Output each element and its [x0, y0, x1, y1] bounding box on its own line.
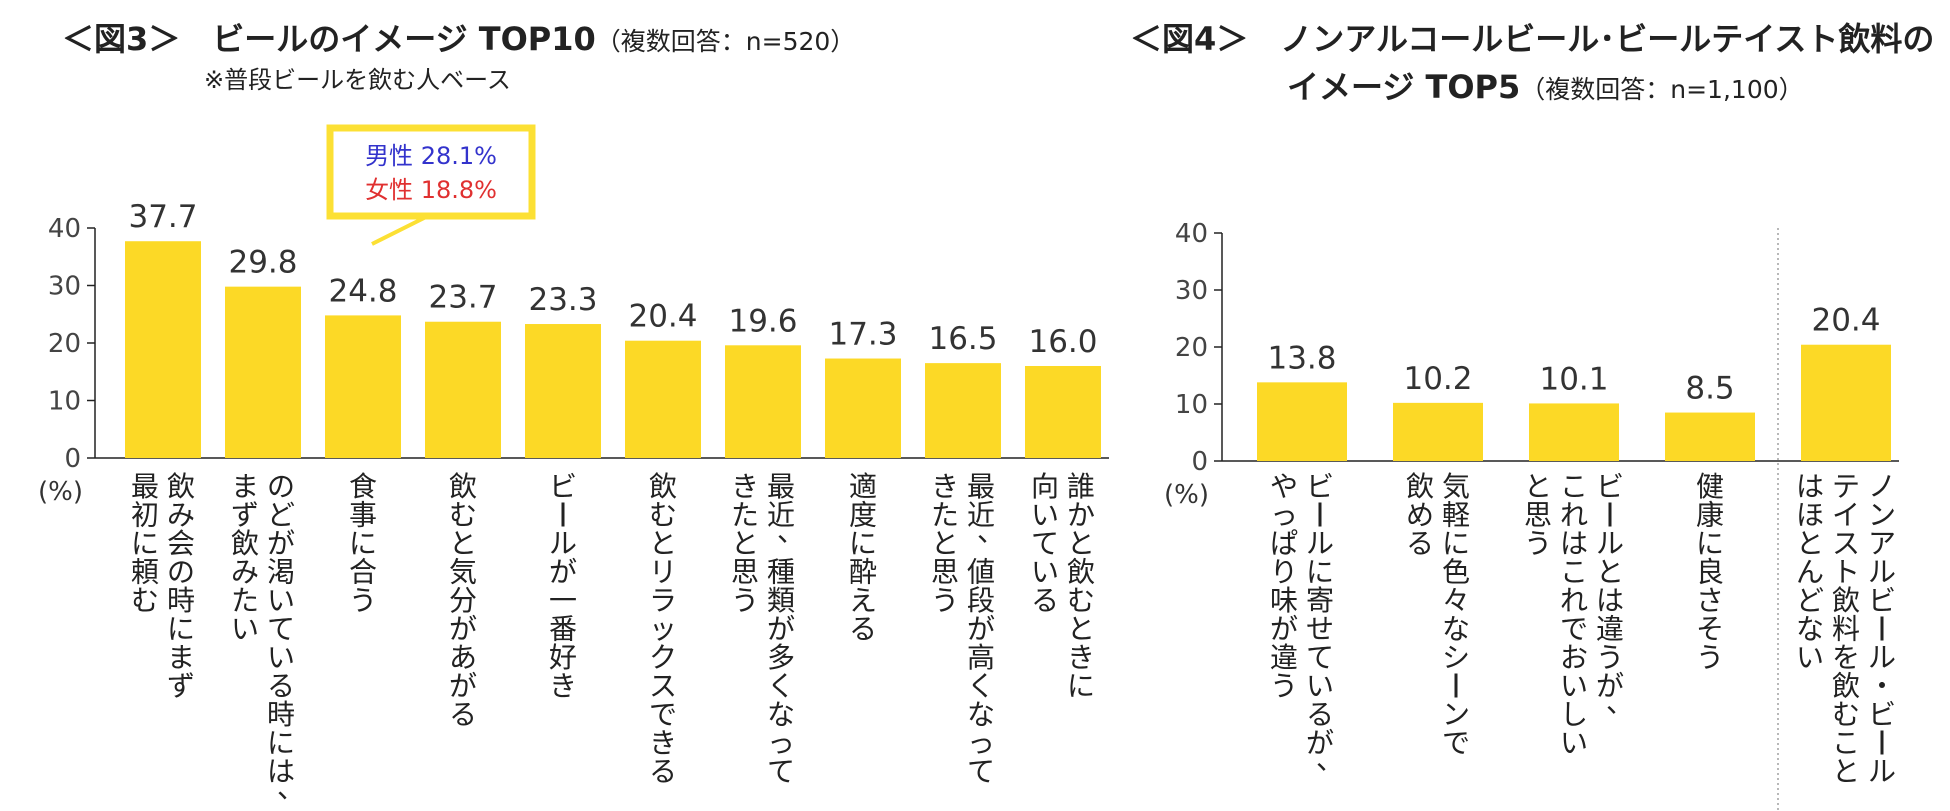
long-vowel-mark — [1318, 502, 1322, 527]
category-label: きたと思う — [931, 470, 959, 617]
category-label: これはこれでおいしい — [1560, 470, 1588, 760]
callout-male-label: 男性 28.1% — [365, 142, 497, 170]
figure4-subtitle: （複数回答：n=1,100） — [1520, 75, 1804, 104]
bar-value-label: 16.5 — [928, 321, 997, 357]
bar — [125, 241, 201, 458]
bar — [1665, 412, 1755, 461]
bar-value-label: 37.7 — [128, 199, 197, 235]
bar — [1025, 366, 1101, 458]
y-tick-label: 40 — [1175, 219, 1208, 249]
long-vowel-mark — [1454, 673, 1458, 698]
y-tick-label: 40 — [48, 214, 81, 244]
bar-value-label: 24.8 — [328, 273, 397, 309]
bar — [1529, 403, 1619, 461]
category-label: 誰かと飲むときに — [1067, 470, 1095, 703]
category-label: ノンアルビル・ビル — [1868, 470, 1896, 788]
category-label: きたと思う — [731, 470, 759, 617]
long-vowel-mark — [1880, 730, 1884, 755]
y-tick-label: 20 — [1175, 333, 1208, 363]
category-label: 飲むとリラックスできる — [649, 470, 677, 788]
category-label: 食事に合う — [349, 470, 377, 617]
bar-value-label: 13.8 — [1267, 340, 1336, 376]
y-tick-label: 10 — [1175, 390, 1208, 420]
bar-value-label: 23.7 — [428, 280, 497, 316]
bar-value-label: 16.0 — [1028, 324, 1097, 360]
bar — [325, 315, 401, 458]
bar — [625, 340, 701, 458]
y-tick-label: 0 — [64, 444, 81, 474]
figure3-title-text: ＜図3＞ ビールのイメージ TOP10 — [62, 20, 596, 58]
bar-value-label: 8.5 — [1685, 371, 1734, 407]
callout-box — [326, 124, 536, 220]
category-label: 飲める — [1406, 470, 1434, 560]
category-label: 最近、種類が多くなって — [767, 470, 805, 788]
category-label: テイスト飲料を飲むこと — [1832, 470, 1860, 788]
category-label: 最近、値段が高くなって — [967, 470, 1005, 788]
category-label: はほとんどない — [1796, 470, 1824, 674]
category-label: ビルに寄せているが、 — [1306, 470, 1344, 776]
bar — [225, 286, 301, 458]
figure4-title-line2-text: イメージ TOP5 — [1287, 68, 1521, 106]
category-label: 健康に良さそう — [1696, 470, 1724, 674]
bar-value-label: 17.3 — [828, 317, 897, 353]
bar — [525, 324, 601, 458]
bar-value-label: 10.1 — [1539, 361, 1608, 397]
bar — [825, 358, 901, 458]
bar-value-label: 19.6 — [728, 303, 797, 339]
bar — [1393, 402, 1483, 461]
bar — [1801, 344, 1891, 461]
y-tick-label: 30 — [48, 272, 81, 302]
category-label: 飲み会の時にまず — [167, 470, 195, 703]
y-tick-label: 0 — [1191, 447, 1208, 477]
bar-value-label: 10.2 — [1403, 361, 1472, 397]
bar-value-label: 20.4 — [1811, 303, 1880, 339]
long-vowel-mark — [1880, 616, 1884, 641]
bar-value-label: 20.4 — [628, 299, 697, 335]
figure4-title-line1: ＜図4＞ ノンアルコールビール･ビールテイスト飲料の — [1130, 20, 1935, 58]
callout-female-label: 女性 18.8% — [365, 176, 497, 204]
bar-value-label: 23.3 — [528, 282, 597, 318]
category-label: まず飲みたい — [231, 470, 259, 646]
y-unit-label: (%) — [1164, 480, 1209, 510]
figure4-chart: 0 10 20 30 40 (%) 13.8 ビルに寄せているが、やっぱり味が違う 10.2 気軽… — [1164, 219, 1899, 811]
bar — [425, 321, 501, 458]
y-tick-label: 10 — [48, 387, 81, 417]
y-tick-label: 30 — [1175, 276, 1208, 306]
category-label: と思う — [1524, 470, 1552, 560]
category-label: やっぱり味が違う — [1270, 470, 1298, 703]
bar-value-label: 29.8 — [228, 245, 297, 281]
figure3-subtitle: （複数回答：n=520） — [595, 27, 856, 56]
figure3-note: ※普段ビールを飲む人ベース — [204, 66, 511, 94]
y-tick-label: 20 — [48, 329, 81, 359]
callout-pointer — [371, 214, 429, 246]
category-label: 最初に頼む — [131, 470, 159, 617]
figure3-title: ＜図3＞ ビールのイメージ TOP10（複数回答：n=520） — [62, 14, 855, 60]
long-vowel-mark — [1608, 502, 1612, 527]
category-label: 適度に酔える — [849, 470, 877, 646]
long-vowel-mark — [561, 502, 565, 527]
category-label: 気軽に色々なシンで — [1442, 470, 1470, 760]
bar — [725, 345, 801, 458]
category-label: ビルが一番好き — [549, 470, 577, 703]
bar — [925, 363, 1001, 458]
y-unit-label: (%) — [38, 477, 83, 507]
category-label: 向いている — [1031, 470, 1059, 617]
figure4-title-line2: イメージ TOP5（複数回答：n=1,100） — [1287, 62, 1804, 108]
category-label: のどが渇いている時には、 — [267, 470, 305, 805]
category-label: 飲むと気分があがる — [449, 470, 477, 731]
category-label: ビルとは違うが、 — [1596, 470, 1634, 719]
bar — [1257, 382, 1347, 461]
